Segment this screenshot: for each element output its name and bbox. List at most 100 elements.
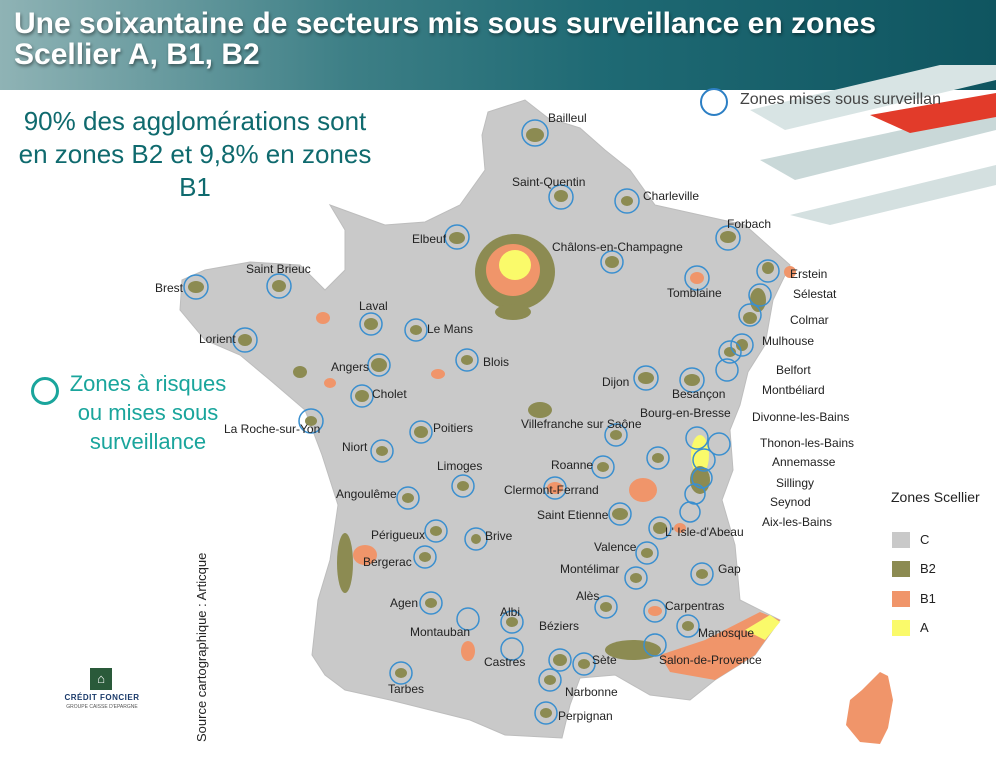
zone-patch-b2 <box>410 325 422 335</box>
surveillance-marker <box>707 432 731 456</box>
surveillance-marker <box>350 384 374 408</box>
city-label: Lorient <box>199 332 236 346</box>
city-label: La Roche-sur-Yon <box>224 422 320 436</box>
city-label: Belfort <box>776 363 811 377</box>
city-label: Salon-de-Provence <box>659 653 762 667</box>
zone-patch-b1 <box>431 369 445 379</box>
surveillance-marker <box>367 353 391 377</box>
city-label: Angoulême <box>336 487 397 501</box>
surveillance-marker <box>464 527 488 551</box>
risk-legend-text: Zones à risques ou mises sous surveillan… <box>69 371 227 454</box>
risk-circle-icon <box>31 377 59 405</box>
legend-item-b2: B2 <box>892 561 992 579</box>
zone-patch-b2 <box>395 668 407 678</box>
city-label: Dijon <box>602 375 629 389</box>
city-label: Seynod <box>770 495 811 509</box>
legend-swatch-b1 <box>892 591 910 607</box>
zone-a-riviera <box>745 615 780 640</box>
zone-patch-b1 <box>353 545 377 565</box>
zone-patch-b2 <box>305 416 317 426</box>
surveillance-marker <box>646 446 670 470</box>
city-label: Albi <box>500 605 520 619</box>
city-label: Montbéliard <box>762 383 825 397</box>
zone-patch-b2 <box>544 675 556 685</box>
city-label: Poitiers <box>433 421 473 435</box>
zone-patch-b2 <box>457 481 469 491</box>
surveillance-marker <box>608 502 632 526</box>
city-label: Agen <box>390 596 418 610</box>
surveillance-marker <box>538 668 562 692</box>
city-label: Tomblaine <box>667 286 722 300</box>
city-label: Le Mans <box>427 322 473 336</box>
surveillance-marker <box>715 358 739 382</box>
city-label: Castres <box>484 655 525 669</box>
zone-patch-b2 <box>578 659 590 669</box>
logo-subtitle: GROUPE CAISSE D'EPARGNE <box>66 704 138 710</box>
surveillance-marker <box>419 591 443 615</box>
zone-patch-b2 <box>425 598 437 608</box>
zone-patches <box>188 128 796 718</box>
city-label: Forbach <box>727 217 771 231</box>
city-label: Angers <box>331 360 369 374</box>
city-label: Roanne <box>551 458 593 472</box>
legend-swatch-b2 <box>892 561 910 577</box>
legend-label-b2: B2 <box>920 561 936 576</box>
surveillance-marker <box>684 265 710 291</box>
surveillance-marker <box>500 610 524 634</box>
city-label: Gap <box>718 562 741 576</box>
zone-corsica <box>846 672 893 744</box>
zone-patch-b2 <box>605 256 619 268</box>
title-banner: Une soixantaine de secteurs mis sous sur… <box>0 0 996 90</box>
surveillance-marker <box>404 318 428 342</box>
credit-foncier-logo: ⌂ <box>90 668 112 690</box>
surveillance-marker <box>690 562 714 586</box>
surveillance-marker <box>691 467 713 489</box>
surveillance-marker <box>455 348 479 372</box>
surveillance-marker <box>409 420 433 444</box>
surveillance-marker <box>718 340 742 364</box>
zone-patch-b2 <box>430 526 442 536</box>
city-label: Saint Brieuc <box>246 262 311 276</box>
zone-patch-b2 <box>371 358 387 372</box>
surveillance-marker <box>679 501 701 523</box>
city-label: Erstein <box>790 267 827 281</box>
top-legend-text: Zones mises sous surveillan <box>740 91 941 108</box>
city-label: Aix-les-Bains <box>762 515 832 529</box>
zone-patch-b2 <box>630 573 642 583</box>
city-label: Charleville <box>643 189 699 203</box>
city-label: Sète <box>592 653 617 667</box>
city-label: Carpentras <box>665 599 724 613</box>
surveillance-marker <box>298 408 324 434</box>
surveillance-marker <box>456 607 480 631</box>
city-label: Blois <box>483 355 509 369</box>
zone-patch-b2 <box>528 402 552 418</box>
source-credit: Source cartographique : Articque <box>194 552 209 742</box>
legend-item-b1: B1 <box>892 591 992 609</box>
zone-patch-b2 <box>612 508 628 520</box>
surveillance-marker <box>359 312 383 336</box>
surveillance-marker <box>676 614 700 638</box>
surveillance-marker <box>183 274 209 300</box>
surveillance-marker <box>604 423 628 447</box>
zone-patch-b2 <box>653 522 667 534</box>
city-label: Valence <box>594 540 637 554</box>
city-label: Besançon <box>672 387 725 401</box>
city-label: Brest <box>155 281 184 295</box>
surveillance-marker <box>679 367 705 393</box>
zone-patch-b2 <box>652 453 664 463</box>
zone-patch-b2 <box>272 280 286 292</box>
city-label: Thonon-les-Bains <box>760 436 854 450</box>
zone-patch-b2 <box>553 654 567 666</box>
zone-patch-b2 <box>610 430 622 440</box>
surveillance-marker <box>715 225 741 251</box>
zone-patch-b2 <box>743 312 757 324</box>
surveillance-marker <box>444 224 470 250</box>
zone-patch-b1 <box>784 266 796 278</box>
surveillance-marker <box>624 566 648 590</box>
zone-patch-b2 <box>736 339 748 351</box>
surveillance-marker <box>600 250 624 274</box>
zone-patch-b2 <box>495 304 531 320</box>
zone-patch-b1 <box>648 606 662 616</box>
zone-patch-b2 <box>554 190 568 202</box>
